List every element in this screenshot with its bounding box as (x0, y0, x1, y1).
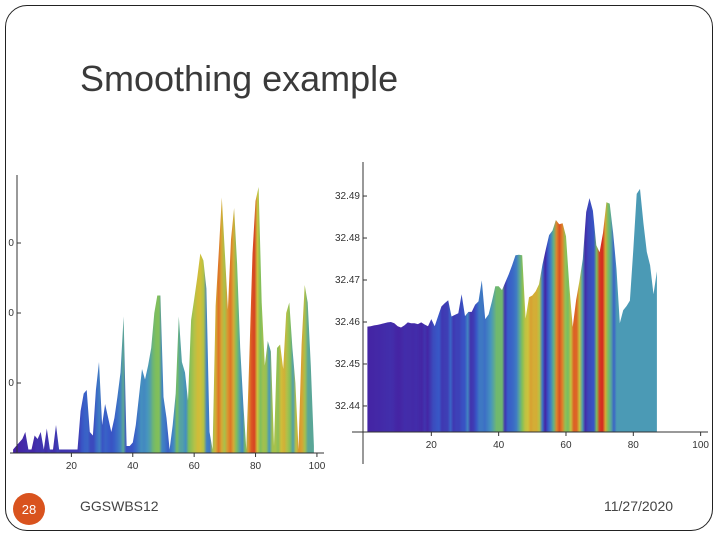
footer-text: GGSWBS12 (80, 498, 159, 514)
x-tick-label: 20 (426, 440, 438, 451)
smoothed-data-area-chart: 20 40 60 80 100 32.44 32.45 32.46 32.47 32.48 32.4… (335, 162, 709, 464)
y-tick-label: 20 (8, 378, 14, 389)
x-tick-label: 40 (127, 461, 139, 472)
x-tick-label: 100 (692, 440, 709, 451)
series-area (367, 188, 657, 432)
y-tick-label: 32.46 (335, 317, 360, 328)
x-tick-label: 80 (628, 440, 640, 451)
footer-date: 11/27/2020 (604, 498, 674, 514)
x-tick-label: 80 (250, 461, 262, 472)
y-tick-label: 32.45 (335, 359, 360, 370)
y-tick-label: 32.47 (335, 275, 360, 286)
slide-frame (5, 5, 713, 531)
x-tick-label: 60 (189, 461, 201, 472)
y-tick-label: 40 (8, 308, 14, 319)
y-tick-label: 32.44 (335, 401, 360, 412)
slide-number-badge: 28 (13, 493, 45, 525)
y-tick-label: 32.49 (335, 191, 360, 202)
slide-title: Smoothing example (80, 58, 399, 99)
series-area (13, 187, 314, 453)
raw-data-area-chart: 20 40 60 80 100 20 40 60 (8, 175, 326, 472)
x-tick-label: 40 (493, 440, 505, 451)
x-tick-label: 20 (66, 461, 78, 472)
x-tick-label: 60 (560, 440, 572, 451)
data-point (656, 271, 657, 272)
x-tick-label: 100 (309, 461, 326, 472)
y-tick-label: 60 (8, 238, 14, 249)
y-tick-label: 32.48 (335, 233, 360, 244)
